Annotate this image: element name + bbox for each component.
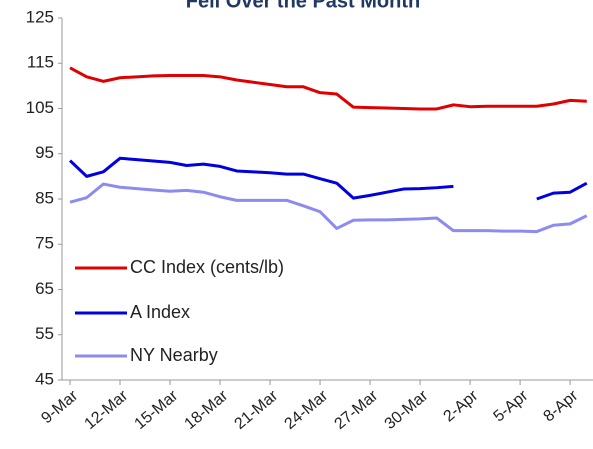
y-tick-label: 85 xyxy=(35,188,54,207)
x-tick-label: 30-Mar xyxy=(382,387,432,433)
series-line xyxy=(69,182,588,234)
x-tick-label: 9-Mar xyxy=(38,387,81,427)
x-tick-label: 21-Mar xyxy=(232,387,282,433)
y-tick-label: 65 xyxy=(35,279,54,298)
x-tick-label: 24-Mar xyxy=(282,387,332,433)
x-tick-label: 27-Mar xyxy=(332,387,382,433)
series-line xyxy=(68,156,454,200)
legend-label: A Index xyxy=(130,302,190,322)
x-tick-label: 15-Mar xyxy=(132,387,182,433)
x-tick-label: 5-Apr xyxy=(490,387,531,426)
legend-label: CC Index (cents/lb) xyxy=(130,257,284,277)
series-line xyxy=(536,181,588,201)
x-tick-label: 8-Apr xyxy=(540,387,581,426)
y-tick-label: 45 xyxy=(35,369,54,388)
x-tick-label: 18-Mar xyxy=(182,387,232,433)
chart-title: Fell Over the Past Month xyxy=(186,0,420,12)
y-tick-label: 105 xyxy=(26,98,54,117)
y-tick-label: 95 xyxy=(35,143,54,162)
legend-label: NY Nearby xyxy=(130,345,218,365)
y-tick-label: 115 xyxy=(27,53,54,72)
x-tick-label: 12-Mar xyxy=(82,387,132,433)
series-line xyxy=(69,66,587,111)
y-tick-label: 55 xyxy=(35,324,54,343)
y-tick-label: 75 xyxy=(35,234,54,253)
x-tick-label: 2-Apr xyxy=(440,387,481,426)
y-tick-label: 125 xyxy=(26,7,54,26)
